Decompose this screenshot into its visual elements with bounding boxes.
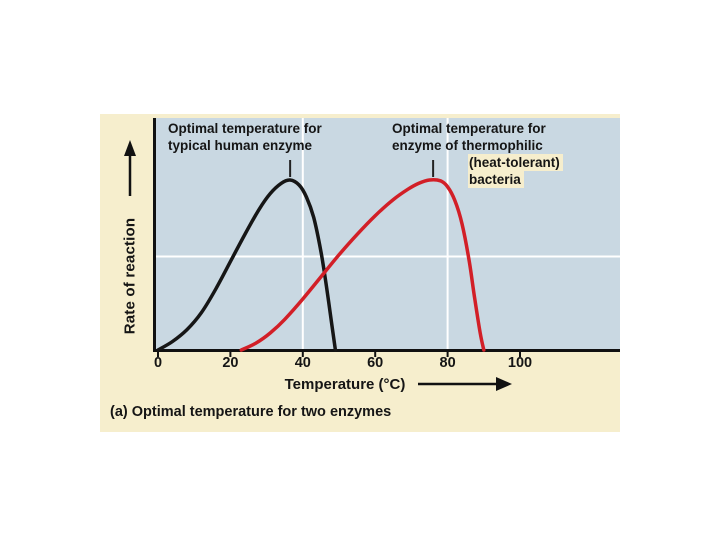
x-tick-label: 60 bbox=[367, 355, 384, 371]
annotation-human-enzyme: Optimal temperature for typical human en… bbox=[168, 120, 322, 154]
y-axis-arrow bbox=[124, 140, 136, 196]
annotation-line: Optimal temperature for bbox=[168, 121, 322, 136]
annotation-pointers bbox=[289, 160, 435, 177]
figure-panel: Rate of reaction Temperature (°C) 0 20 4… bbox=[100, 114, 620, 432]
thermophile-enzyme-curve bbox=[239, 178, 486, 352]
x-axis-arrow bbox=[418, 377, 512, 391]
figure-caption: (a) Optimal temperature for two enzymes bbox=[110, 404, 392, 420]
x-axis-label: Temperature (°C) bbox=[284, 376, 406, 393]
annotation-line: typical human enzyme bbox=[168, 138, 313, 153]
x-tick-label: 80 bbox=[439, 355, 456, 371]
x-tick-label: 0 bbox=[153, 355, 163, 371]
annotation-line: Optimal temperature for bbox=[392, 121, 546, 136]
x-tick-label: 20 bbox=[222, 355, 239, 371]
annotation-thermophile-enzyme: Optimal temperature for enzyme of thermo… bbox=[392, 120, 563, 188]
annotation-line: enzyme of thermophilic bbox=[392, 138, 543, 153]
x-tick-label: 100 bbox=[507, 355, 533, 371]
x-tick-label: 40 bbox=[294, 355, 311, 371]
gridlines bbox=[153, 118, 620, 350]
y-axis-label: Rate of reaction bbox=[121, 217, 139, 335]
annotation-line: bacteria bbox=[468, 171, 524, 188]
annotation-line: (heat-tolerant) bbox=[468, 154, 563, 171]
human-enzyme-curve bbox=[156, 178, 338, 352]
